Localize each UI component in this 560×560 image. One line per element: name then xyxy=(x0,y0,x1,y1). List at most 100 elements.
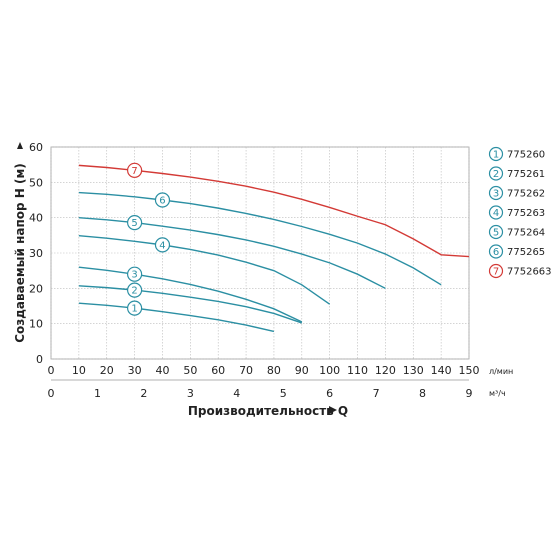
legend-badge-label: 2 xyxy=(493,169,499,180)
legend-label: 775262 xyxy=(507,189,545,200)
x-tick-labels-m3h: 0 1 2 3 4 5 6 7 8 9 xyxy=(48,387,473,400)
x-tick-label-m3h: 7 xyxy=(373,387,380,400)
x-tick-label-lmin: 120 xyxy=(375,364,396,377)
x-tick-label-lmin: 20 xyxy=(100,364,114,377)
x-tick-label-m3h: 8 xyxy=(419,387,426,400)
series-2: 2 xyxy=(78,282,303,324)
legend-badge-label: 3 xyxy=(493,189,499,200)
series-4: 4 xyxy=(78,234,331,305)
x-tick-label-m3h: 0 xyxy=(48,387,55,400)
x-tick-label-lmin: 90 xyxy=(295,364,309,377)
x-tick-label-m3h: 3 xyxy=(187,387,194,400)
legend-item: 1 775260 xyxy=(488,146,545,162)
x-tick-label-lmin: 110 xyxy=(347,364,368,377)
y-tick-labels: 0 10 20 30 40 50 60 xyxy=(29,141,43,366)
y-tick-label: 40 xyxy=(29,212,43,225)
series-badge-label: 3 xyxy=(131,270,137,281)
series-badge xyxy=(127,266,143,282)
legend-badge-label: 4 xyxy=(493,208,499,219)
y-tick-label: 50 xyxy=(29,176,43,189)
y-tick-label: 20 xyxy=(29,282,43,295)
legend-badge xyxy=(488,263,504,279)
legend-label: 775264 xyxy=(507,228,545,239)
grid xyxy=(50,146,470,381)
x-tick-label-lmin: 60 xyxy=(211,364,225,377)
y-tick-label: 60 xyxy=(29,141,43,154)
series-badge-label: 2 xyxy=(131,286,137,297)
legend-badge xyxy=(488,185,504,201)
x-tick-label-m3h: 5 xyxy=(280,387,287,400)
series-line xyxy=(78,302,275,333)
legend-badge xyxy=(488,146,504,162)
x-tick-label-lmin: 70 xyxy=(239,364,253,377)
x-unit-bottom: м³/ч xyxy=(489,389,506,398)
legend-item: 7 7752663 xyxy=(488,263,552,279)
legend-badge xyxy=(488,244,504,259)
x-axis-title: Производительность Q xyxy=(188,404,348,418)
series-line xyxy=(78,234,331,305)
x-tick-label-lmin: 0 xyxy=(48,364,55,377)
x-tick-label-m3h: 4 xyxy=(233,387,240,400)
series-badge xyxy=(127,300,143,316)
series-badge xyxy=(154,192,171,208)
series-line xyxy=(78,266,303,323)
x-tick-label-lmin: 40 xyxy=(155,364,169,377)
legend-item: 4 775263 xyxy=(488,205,545,220)
series-badge xyxy=(127,282,143,298)
series-badge xyxy=(154,237,171,253)
x-tick-label-lmin: 150 xyxy=(459,364,480,377)
x-tick-label-lmin: 50 xyxy=(183,364,197,377)
legend-item: 5 775264 xyxy=(488,224,545,240)
legend-badge-label: 6 xyxy=(493,247,499,258)
series-badge-label: 6 xyxy=(159,196,165,207)
x-axis-arrow-icon xyxy=(329,406,337,414)
series-group: 1 2 3 4 5 6 7 xyxy=(78,162,470,333)
x-tick-label-m3h: 9 xyxy=(466,387,473,400)
x-tick-label-lmin: 10 xyxy=(72,364,86,377)
series-badge-label: 5 xyxy=(131,218,137,229)
legend-badge-label: 7 xyxy=(493,267,499,278)
series-badge-label: 4 xyxy=(159,240,165,251)
legend-label: 775261 xyxy=(507,169,545,180)
legend-label: 775260 xyxy=(507,150,545,161)
series-badge xyxy=(127,162,143,178)
x-tick-labels-lmin: 0 10 20 30 40 50 60 70 80 90 100 110 120 130 140 150 xyxy=(48,364,480,377)
y-tick-label: 0 xyxy=(36,353,43,366)
x-tick-label-m3h: 2 xyxy=(140,387,147,400)
series-7: 7 xyxy=(78,162,470,258)
x-tick-label-lmin: 80 xyxy=(267,364,281,377)
x-unit-top: л/мин xyxy=(489,367,513,376)
y-tick-label: 30 xyxy=(29,247,43,260)
legend-badge xyxy=(488,224,504,240)
series-line xyxy=(78,285,303,324)
x-tick-label-lmin: 140 xyxy=(431,364,452,377)
legend-label: 775265 xyxy=(507,247,545,258)
x-tick-label-m3h: 6 xyxy=(326,387,333,400)
series-3: 3 xyxy=(78,266,303,323)
series-badge-label: 1 xyxy=(131,304,137,315)
x-tick-label-lmin: 130 xyxy=(403,364,424,377)
legend-badge xyxy=(488,166,504,181)
legend-badge xyxy=(488,205,504,220)
series-line xyxy=(78,164,470,258)
legend: 1 775260 2 775261 3 775262 4 775263 5 775264 6 7752… xyxy=(488,146,552,279)
y-tick-label: 10 xyxy=(29,318,43,331)
legend-label: 7752663 xyxy=(507,267,552,278)
series-badge xyxy=(127,215,143,231)
legend-item: 6 775265 xyxy=(488,244,545,259)
x-tick-label-m3h: 1 xyxy=(94,387,101,400)
legend-label: 775263 xyxy=(507,208,545,219)
series-badge-label: 7 xyxy=(131,166,137,177)
x-tick-label-lmin: 30 xyxy=(128,364,142,377)
legend-badge-label: 5 xyxy=(493,228,499,239)
legend-badge-label: 1 xyxy=(493,150,499,161)
legend-item: 3 775262 xyxy=(488,185,545,201)
y-axis-title: Создаваемый напор H (м) xyxy=(13,163,27,343)
y-axis-arrow-icon xyxy=(17,142,23,149)
series-5: 5 xyxy=(78,215,386,289)
series-6: 6 xyxy=(78,191,442,286)
series-1: 1 xyxy=(78,300,275,333)
series-line xyxy=(78,191,442,286)
legend-item: 2 775261 xyxy=(488,166,545,181)
